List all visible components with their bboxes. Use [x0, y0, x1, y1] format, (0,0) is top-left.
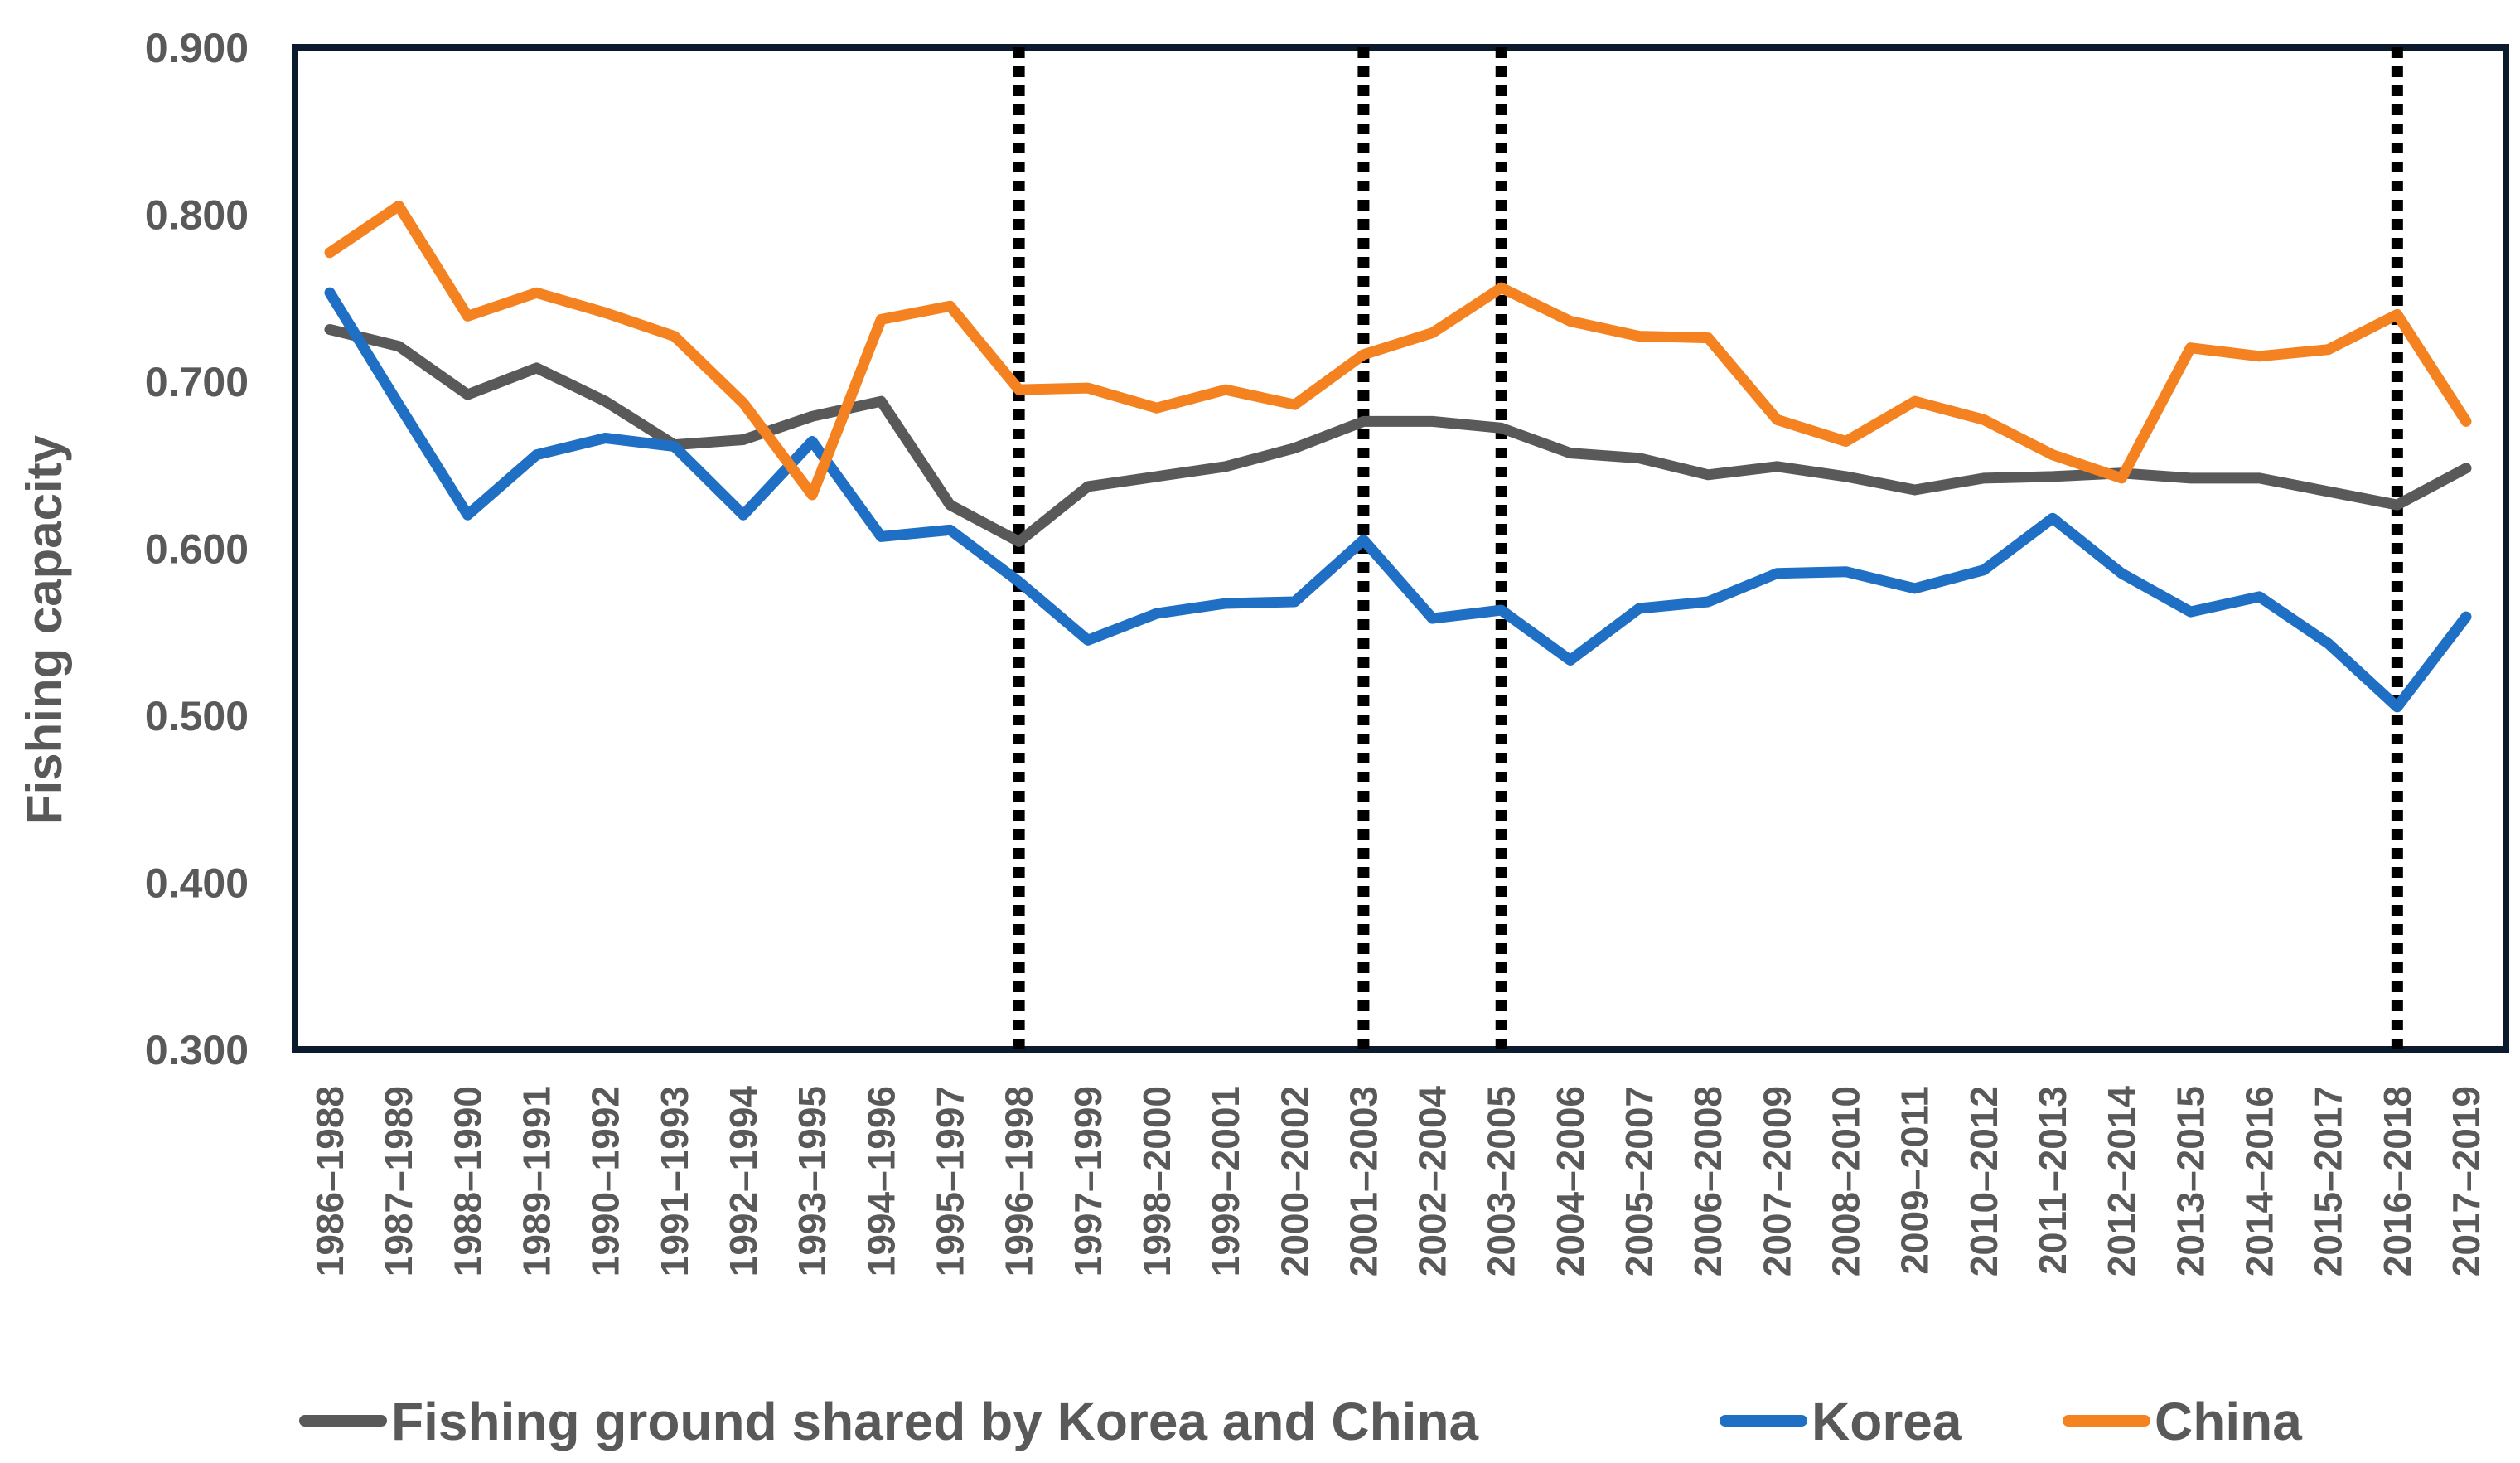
x-tick-label: 1990–1992 — [584, 1086, 627, 1276]
series-line-2 — [324, 200, 2472, 501]
x-tick-label: 2005–2007 — [1618, 1086, 1661, 1276]
y-tick-label: 0.900 — [145, 25, 249, 71]
x-tick-label: 2001–2003 — [1342, 1086, 1385, 1276]
legend-label-0: Fishing ground shared by Korea and China — [391, 1392, 1479, 1451]
x-tick-label: 2010–2012 — [1962, 1086, 2005, 1276]
x-tick-label: 1992–1994 — [722, 1086, 765, 1277]
x-tick-label: 2008–2010 — [1825, 1086, 1868, 1276]
legend-label-1: Korea — [1811, 1392, 1962, 1451]
x-tick-label: 2015–2017 — [2307, 1086, 2350, 1276]
y-tick-label: 0.600 — [145, 526, 249, 573]
x-tick-label: 2003–2005 — [1480, 1086, 1523, 1276]
y-axis-ticks: 0.900 0.800 0.700 0.600 0.500 0.400 0.300 — [145, 25, 249, 1073]
y-axis-title: Fishing capacity — [17, 434, 72, 825]
x-tick-label: 1996–1998 — [998, 1086, 1041, 1276]
series-line-1 — [324, 287, 2472, 713]
x-tick-label: 2004–2006 — [1549, 1086, 1592, 1276]
x-tick-label: 2013–2015 — [2169, 1086, 2212, 1276]
x-tick-label: 2017–2019 — [2445, 1086, 2488, 1276]
x-tick-label: 2006–2008 — [1686, 1086, 1729, 1276]
x-tick-label: 2009–2011 — [1894, 1086, 1937, 1275]
x-tick-label: 2007–2009 — [1755, 1086, 1798, 1276]
x-tick-label: 1989–1991 — [515, 1086, 558, 1276]
vertical-markers — [1013, 47, 2403, 1049]
plot-border — [292, 44, 2509, 1053]
y-tick-label: 0.400 — [145, 860, 249, 907]
x-tick-label: 1994–1996 — [859, 1086, 902, 1276]
x-tick-label: 1993–1995 — [791, 1086, 834, 1276]
x-tick-label: 1999–2001 — [1204, 1086, 1247, 1276]
x-tick-label: 1988–1990 — [446, 1086, 489, 1276]
plot-area — [292, 44, 2509, 1053]
legend: Fishing ground shared by Korea and China… — [299, 1392, 2302, 1451]
legend-label-2: China — [2155, 1392, 2302, 1451]
x-tick-label: 1997–1999 — [1067, 1086, 1110, 1276]
x-axis-ticks: 1986–1988 1987–1989 1988–1990 1989–1991 1990… — [308, 1086, 2488, 1277]
x-tick-label: 1991–1993 — [653, 1086, 696, 1276]
x-tick-label: 2016–2018 — [2376, 1086, 2419, 1276]
x-tick-label: 1995–1997 — [928, 1086, 971, 1276]
y-tick-label: 0.800 — [145, 192, 249, 239]
y-tick-label: 0.500 — [145, 693, 249, 739]
x-tick-label: 2002–2004 — [1411, 1086, 1454, 1277]
y-tick-label: 0.300 — [145, 1027, 249, 1073]
series-lines — [324, 200, 2472, 713]
x-tick-label: 2014–2016 — [2238, 1086, 2281, 1276]
x-tick-label: 2011–2013 — [2031, 1086, 2074, 1275]
x-tick-label: 1986–1988 — [308, 1086, 351, 1276]
x-tick-label: 2012–2014 — [2100, 1086, 2143, 1277]
y-tick-label: 0.700 — [145, 359, 249, 405]
x-tick-label: 2000–2002 — [1273, 1086, 1316, 1276]
x-tick-label: 1998–2000 — [1135, 1086, 1178, 1276]
x-tick-label: 1987–1989 — [377, 1086, 420, 1276]
